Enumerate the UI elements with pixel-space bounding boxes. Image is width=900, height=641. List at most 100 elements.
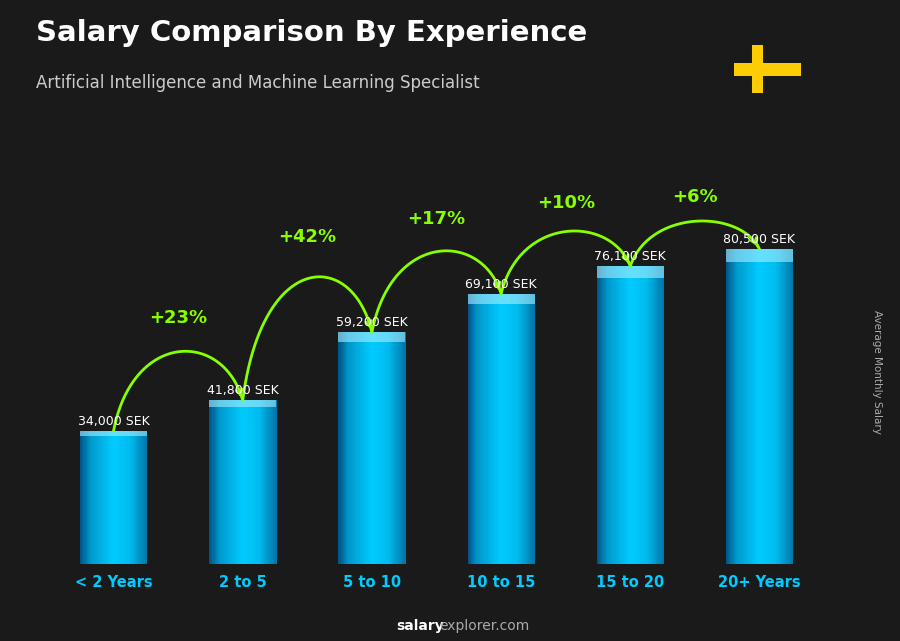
Bar <box>626 266 627 564</box>
Bar <box>353 333 355 564</box>
Bar <box>119 431 121 564</box>
Bar <box>760 249 762 564</box>
Bar <box>241 401 243 564</box>
Bar <box>641 266 642 564</box>
Bar <box>788 249 790 564</box>
Bar <box>785 249 787 564</box>
Bar <box>775 249 777 564</box>
Bar <box>743 249 745 564</box>
Bar <box>96 431 98 564</box>
Bar <box>252 401 253 564</box>
Bar <box>770 249 772 564</box>
Bar <box>104 431 106 564</box>
Bar <box>116 431 117 564</box>
Bar <box>526 294 528 564</box>
Bar <box>273 401 274 564</box>
Bar <box>610 266 611 564</box>
Bar <box>394 333 396 564</box>
Bar <box>232 401 234 564</box>
Bar <box>363 333 365 564</box>
Bar <box>487 294 488 564</box>
Bar <box>227 401 229 564</box>
Bar <box>611 266 613 564</box>
Bar <box>770 249 771 564</box>
Bar <box>264 401 266 564</box>
Bar <box>128 431 130 564</box>
Bar <box>658 266 660 564</box>
Bar <box>763 249 764 564</box>
Bar <box>643 266 644 564</box>
Bar <box>766 249 768 564</box>
Bar <box>80 431 147 437</box>
Bar <box>729 249 731 564</box>
Bar <box>213 401 215 564</box>
Bar <box>603 266 605 564</box>
Bar <box>343 333 344 564</box>
Bar <box>85 431 86 564</box>
Bar <box>621 266 623 564</box>
Bar <box>92 431 94 564</box>
Bar <box>390 333 392 564</box>
Bar <box>496 294 497 564</box>
Bar <box>601 266 603 564</box>
Bar <box>352 333 353 564</box>
Bar <box>605 266 606 564</box>
Bar <box>598 266 600 564</box>
Bar <box>89 431 90 564</box>
Text: explorer.com: explorer.com <box>439 619 529 633</box>
Bar <box>479 294 480 564</box>
Bar <box>528 294 529 564</box>
Bar <box>375 333 376 564</box>
Bar <box>764 249 765 564</box>
Text: 76,100 SEK: 76,100 SEK <box>594 250 666 263</box>
Bar <box>646 266 647 564</box>
Bar <box>517 294 518 564</box>
Bar <box>616 266 617 564</box>
Bar <box>507 294 508 564</box>
Bar <box>731 249 732 564</box>
Bar <box>382 333 383 564</box>
Bar <box>211 401 212 564</box>
Bar <box>483 294 484 564</box>
Bar <box>386 333 388 564</box>
Bar <box>606 266 607 564</box>
Bar <box>114 431 116 564</box>
Bar <box>534 294 535 564</box>
Bar <box>357 333 359 564</box>
Text: 41,800 SEK: 41,800 SEK <box>207 385 279 397</box>
Bar <box>657 266 659 564</box>
Bar <box>602 266 604 564</box>
Bar <box>473 294 474 564</box>
Bar <box>629 266 631 564</box>
Bar <box>634 266 635 564</box>
Bar <box>655 266 656 564</box>
Bar <box>381 333 382 564</box>
Bar <box>226 401 228 564</box>
Bar <box>364 333 365 564</box>
Bar <box>733 249 734 564</box>
Bar <box>137 431 139 564</box>
Bar <box>519 294 520 564</box>
Bar <box>138 431 140 564</box>
Bar <box>533 294 534 564</box>
Bar <box>492 294 493 564</box>
Bar <box>741 249 742 564</box>
Bar <box>761 249 763 564</box>
Bar <box>482 294 483 564</box>
Bar <box>474 294 475 564</box>
Bar <box>619 266 620 564</box>
Bar <box>397 333 398 564</box>
Bar <box>742 249 744 564</box>
Bar <box>508 294 510 564</box>
Bar <box>249 401 251 564</box>
Bar <box>493 294 495 564</box>
Bar <box>144 431 145 564</box>
Bar <box>788 249 789 564</box>
Bar <box>239 401 240 564</box>
Bar <box>485 294 487 564</box>
Bar <box>256 401 257 564</box>
Bar <box>368 333 370 564</box>
Bar <box>125 431 126 564</box>
Bar <box>727 249 728 564</box>
Bar <box>98 431 99 564</box>
